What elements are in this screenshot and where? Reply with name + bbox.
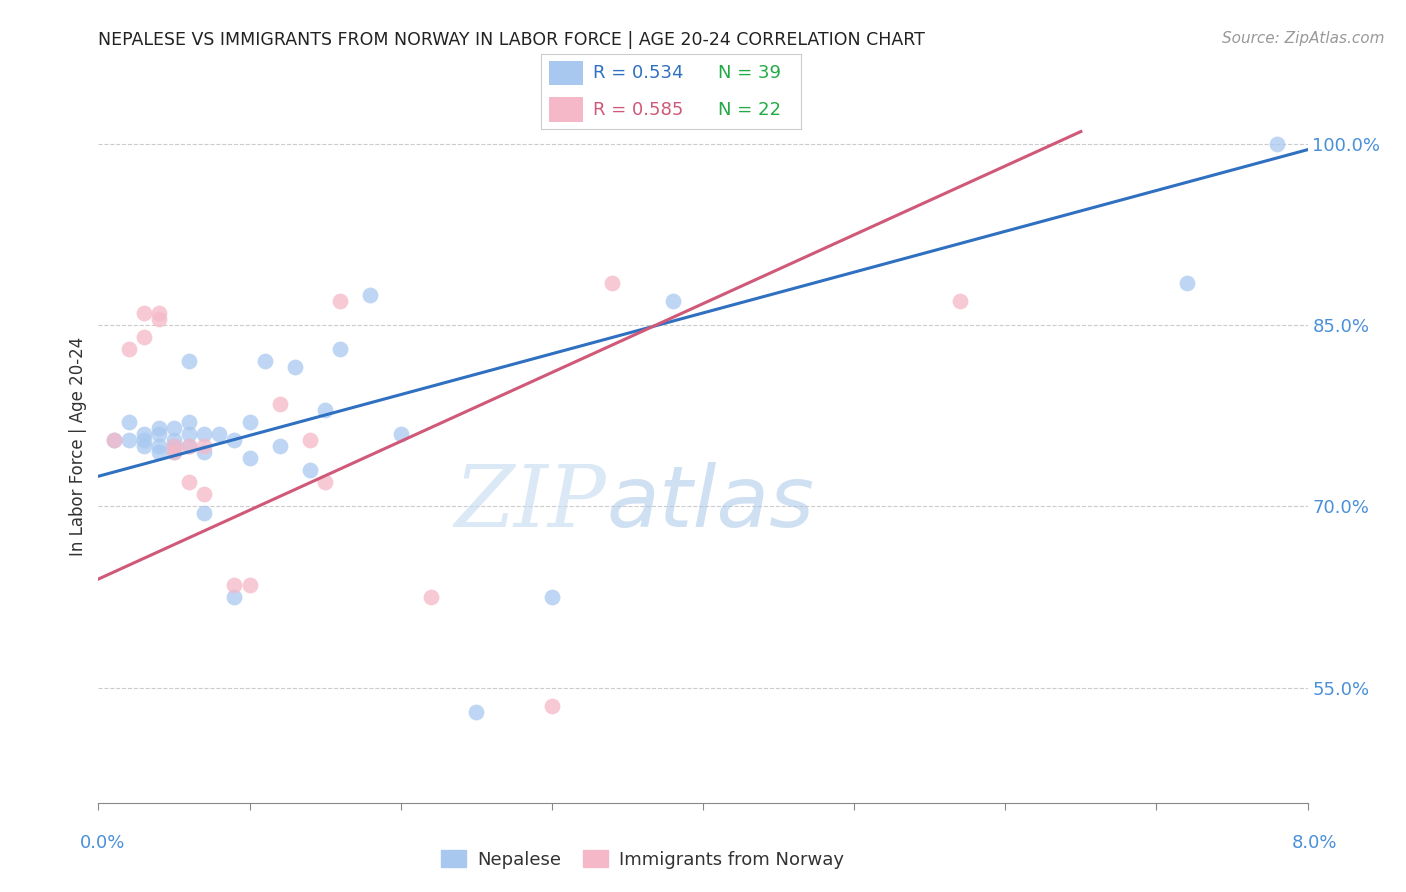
Legend: Nepalese, Immigrants from Norway: Nepalese, Immigrants from Norway — [434, 843, 851, 876]
Text: N = 22: N = 22 — [718, 101, 782, 119]
Point — [132, 426, 155, 441]
Point — [103, 433, 125, 447]
Point — [1265, 136, 1288, 151]
Point — [329, 343, 352, 357]
Point — [193, 506, 215, 520]
Point — [540, 590, 562, 604]
Text: R = 0.585: R = 0.585 — [593, 101, 683, 119]
Point — [239, 578, 262, 592]
Point — [118, 415, 141, 429]
Point — [1175, 276, 1198, 290]
Point — [329, 293, 352, 308]
Point — [132, 306, 155, 320]
Point — [224, 590, 246, 604]
Point — [132, 439, 155, 453]
Point — [148, 445, 170, 459]
Text: R = 0.534: R = 0.534 — [593, 64, 683, 82]
Point — [239, 415, 262, 429]
Text: Source: ZipAtlas.com: Source: ZipAtlas.com — [1222, 31, 1385, 46]
Point — [132, 330, 155, 344]
Point — [208, 426, 231, 441]
Point — [148, 306, 170, 320]
Point — [284, 360, 307, 375]
Point — [193, 445, 215, 459]
Point — [179, 475, 201, 490]
Point — [193, 426, 215, 441]
Text: ZIP: ZIP — [454, 462, 606, 544]
Point — [179, 439, 201, 453]
Point — [103, 433, 125, 447]
Point — [661, 293, 683, 308]
Point — [224, 578, 246, 592]
Bar — [550, 97, 583, 122]
Point — [163, 439, 186, 453]
Point — [359, 288, 381, 302]
Point — [314, 402, 336, 417]
Point — [179, 415, 201, 429]
Y-axis label: In Labor Force | Age 20-24: In Labor Force | Age 20-24 — [69, 336, 87, 556]
Point — [314, 475, 336, 490]
Text: 0.0%: 0.0% — [80, 834, 125, 852]
Point — [148, 426, 170, 441]
Point — [419, 590, 441, 604]
Point — [179, 439, 201, 453]
Bar — [550, 62, 583, 86]
Text: atlas: atlas — [606, 461, 814, 545]
Point — [163, 445, 186, 459]
Point — [148, 439, 170, 453]
Point — [389, 426, 412, 441]
Point — [179, 354, 201, 368]
Point — [179, 426, 201, 441]
Point — [239, 451, 262, 466]
Point — [163, 439, 186, 453]
Point — [118, 433, 141, 447]
Point — [540, 699, 562, 714]
Point — [224, 433, 246, 447]
Point — [163, 433, 186, 447]
Text: NEPALESE VS IMMIGRANTS FROM NORWAY IN LABOR FORCE | AGE 20-24 CORRELATION CHART: NEPALESE VS IMMIGRANTS FROM NORWAY IN LA… — [98, 31, 925, 49]
Point — [193, 439, 215, 453]
Point — [602, 276, 624, 290]
Point — [269, 397, 291, 411]
Point — [299, 463, 322, 477]
Point — [269, 439, 291, 453]
Point — [118, 343, 141, 357]
Point — [949, 293, 972, 308]
Point — [163, 421, 186, 435]
Point — [465, 705, 488, 719]
Point — [299, 433, 322, 447]
Point — [253, 354, 276, 368]
Point — [163, 445, 186, 459]
Text: 8.0%: 8.0% — [1292, 834, 1337, 852]
Point — [148, 312, 170, 326]
Point — [148, 421, 170, 435]
Point — [193, 487, 215, 501]
Point — [132, 433, 155, 447]
Text: N = 39: N = 39 — [718, 64, 782, 82]
